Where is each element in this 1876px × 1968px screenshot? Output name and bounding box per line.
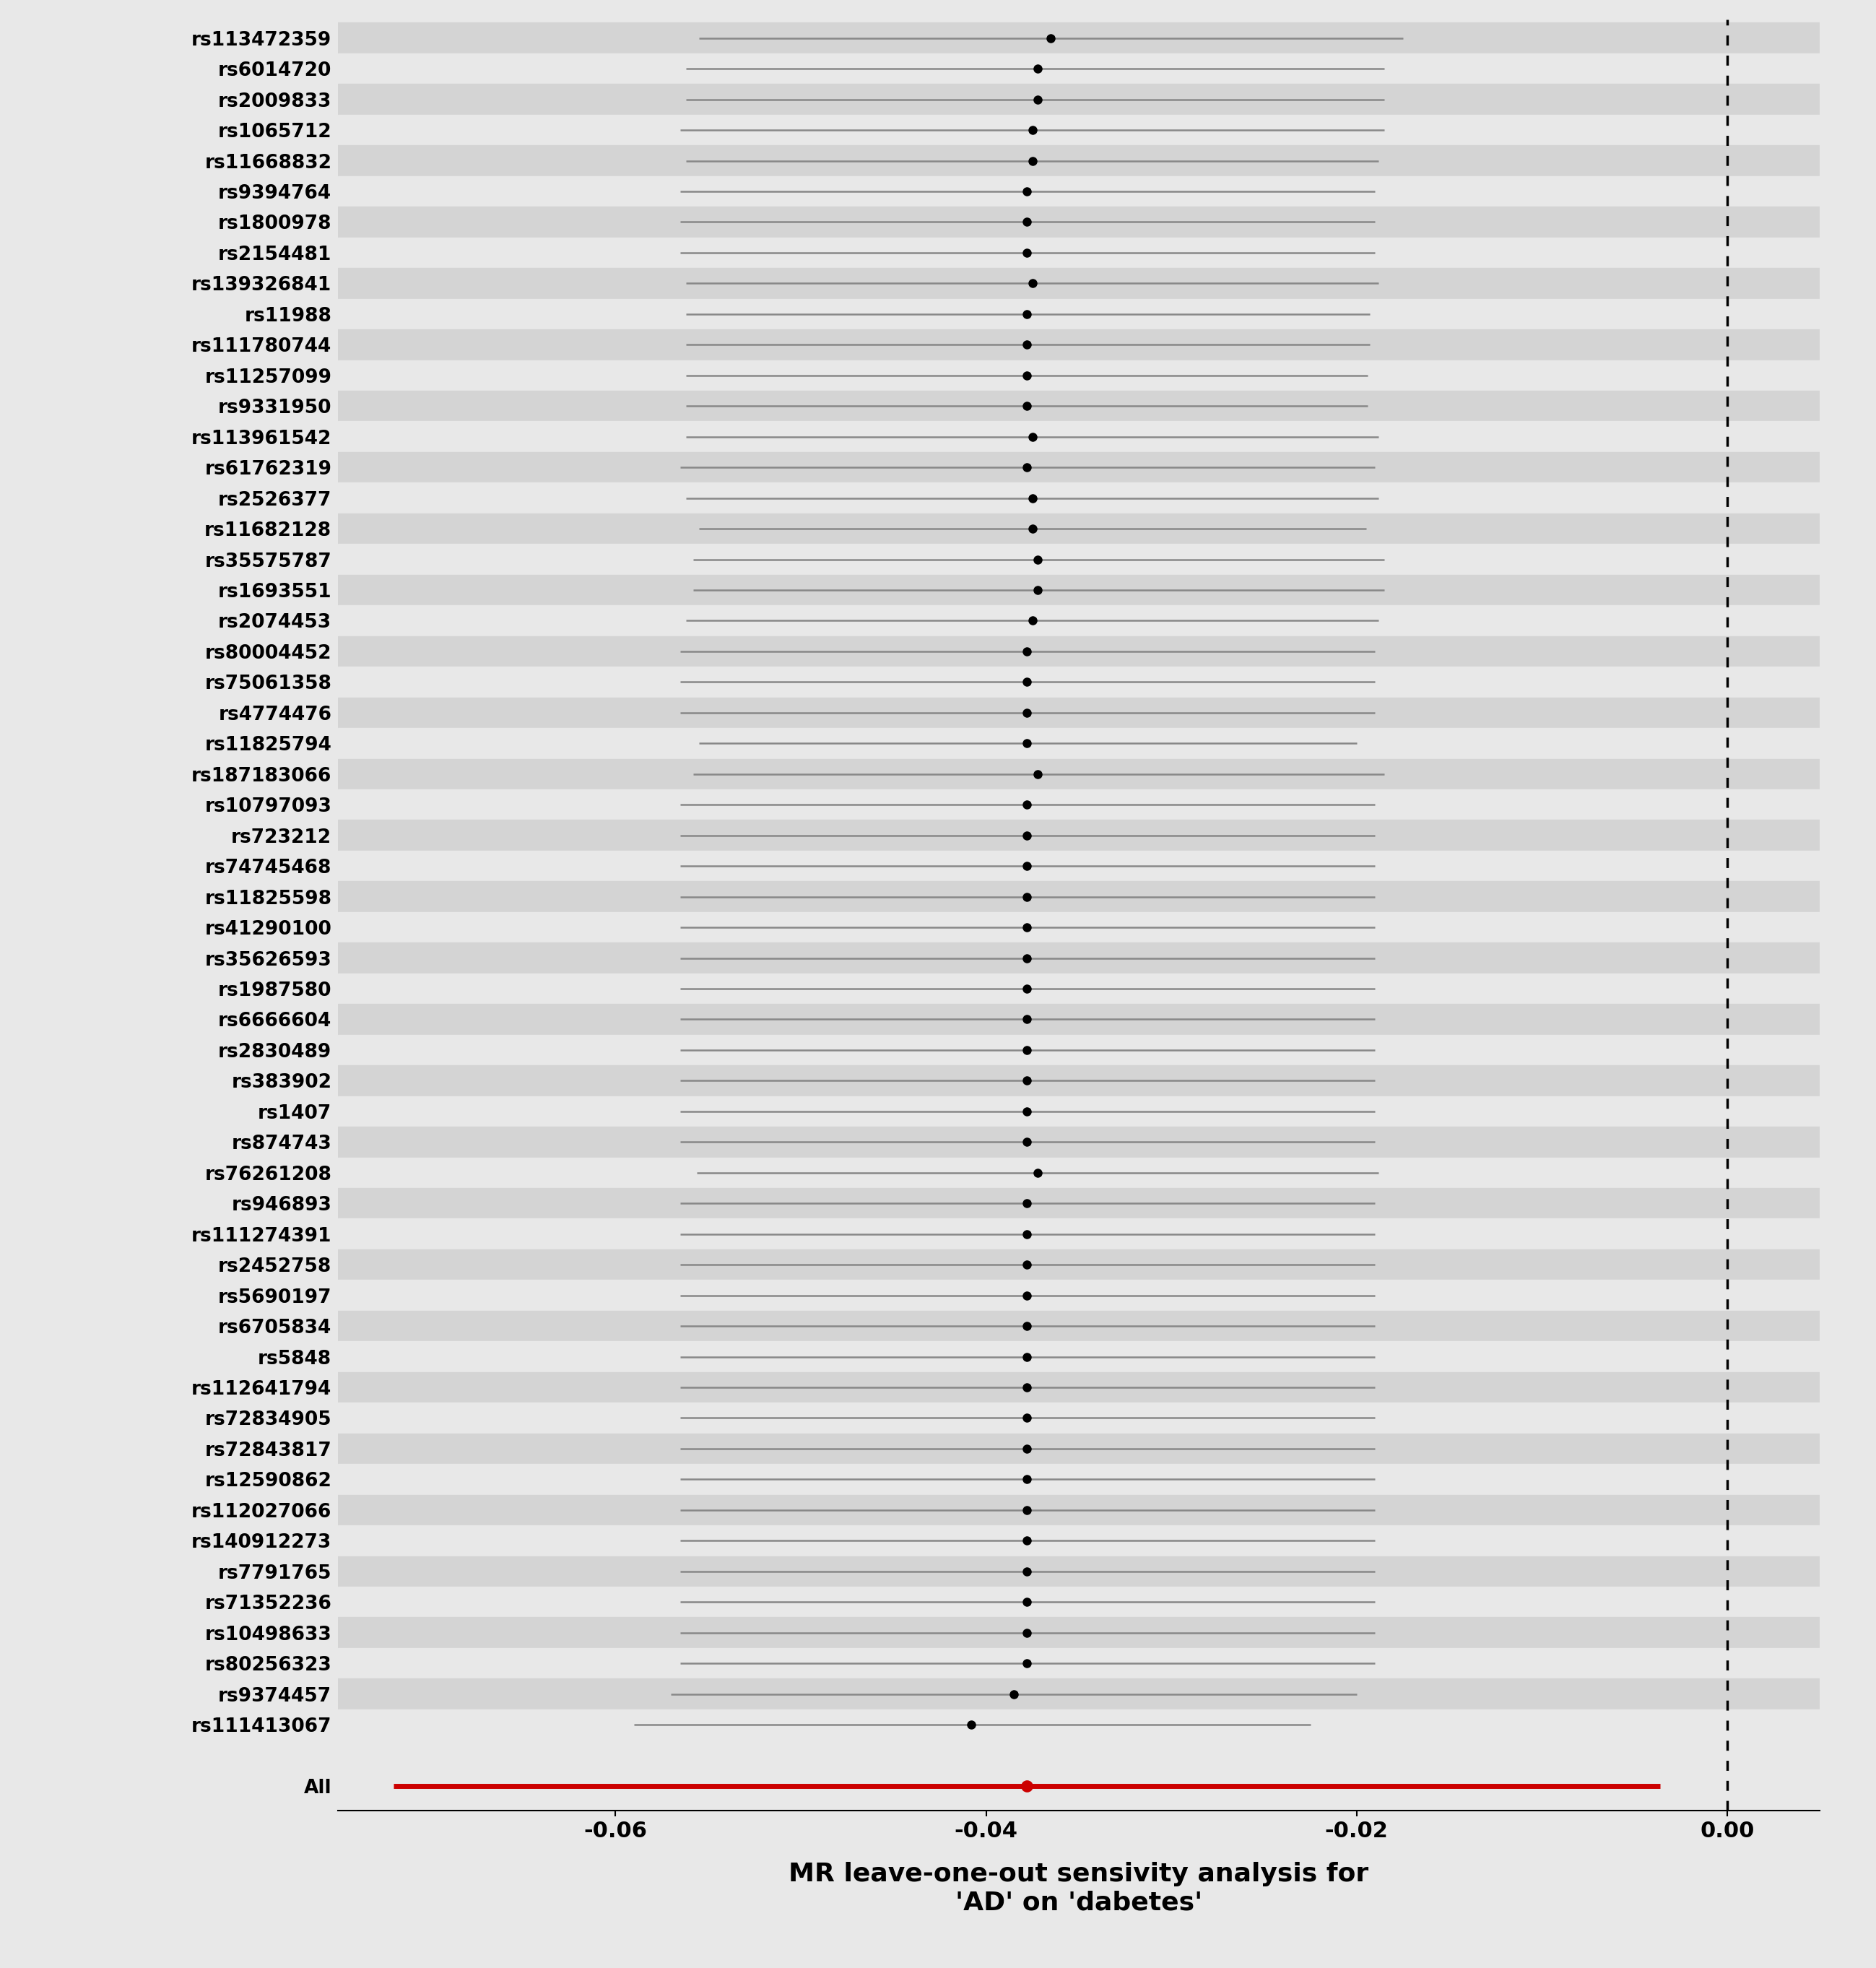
Bar (338, 1679, 1820, 1710)
Bar (338, 24, 1820, 53)
Bar (338, 911, 1820, 943)
Bar (338, 1279, 1820, 1311)
Bar (338, 1771, 1820, 1801)
Bar (338, 606, 1820, 636)
Bar (338, 882, 1820, 911)
Bar (338, 1496, 1820, 1525)
Bar (338, 482, 1820, 514)
Bar (338, 1372, 1820, 1403)
Bar (338, 1464, 1820, 1496)
Bar (338, 1128, 1820, 1157)
Bar (338, 1525, 1820, 1557)
Bar (338, 760, 1820, 789)
Bar (338, 146, 1820, 175)
Bar (338, 53, 1820, 85)
Bar (338, 850, 1820, 882)
Bar (338, 1218, 1820, 1250)
Bar (338, 1403, 1820, 1433)
Bar (338, 85, 1820, 114)
Bar (338, 238, 1820, 268)
Bar (338, 453, 1820, 482)
Bar (338, 1035, 1820, 1065)
Bar (338, 207, 1820, 238)
Bar (338, 1433, 1820, 1464)
Bar (338, 1096, 1820, 1128)
Bar (338, 1647, 1820, 1679)
Bar (338, 1342, 1820, 1372)
Bar (338, 789, 1820, 821)
Bar (338, 268, 1820, 299)
Bar (338, 1557, 1820, 1586)
X-axis label: MR leave-one-out sensivity analysis for
'AD' on 'dabetes': MR leave-one-out sensivity analysis for … (788, 1862, 1369, 1915)
Bar (338, 575, 1820, 606)
Bar (338, 1311, 1820, 1342)
Bar (338, 299, 1820, 329)
Bar (338, 697, 1820, 728)
Bar (338, 1189, 1820, 1218)
Bar (338, 514, 1820, 543)
Bar (338, 821, 1820, 850)
Bar (338, 728, 1820, 760)
Bar (338, 667, 1820, 697)
Bar (338, 329, 1820, 360)
Bar (338, 392, 1820, 421)
Bar (338, 421, 1820, 453)
Bar (338, 1157, 1820, 1189)
Bar (338, 943, 1820, 974)
Bar (338, 1710, 1820, 1740)
Bar (338, 175, 1820, 207)
Bar (338, 114, 1820, 146)
Bar (338, 1004, 1820, 1035)
Bar (338, 360, 1820, 392)
Bar (338, 974, 1820, 1004)
Bar (338, 1065, 1820, 1096)
Bar (338, 543, 1820, 575)
Bar (338, 1250, 1820, 1279)
Bar (338, 1586, 1820, 1618)
Bar (338, 636, 1820, 667)
Bar (338, 1618, 1820, 1647)
